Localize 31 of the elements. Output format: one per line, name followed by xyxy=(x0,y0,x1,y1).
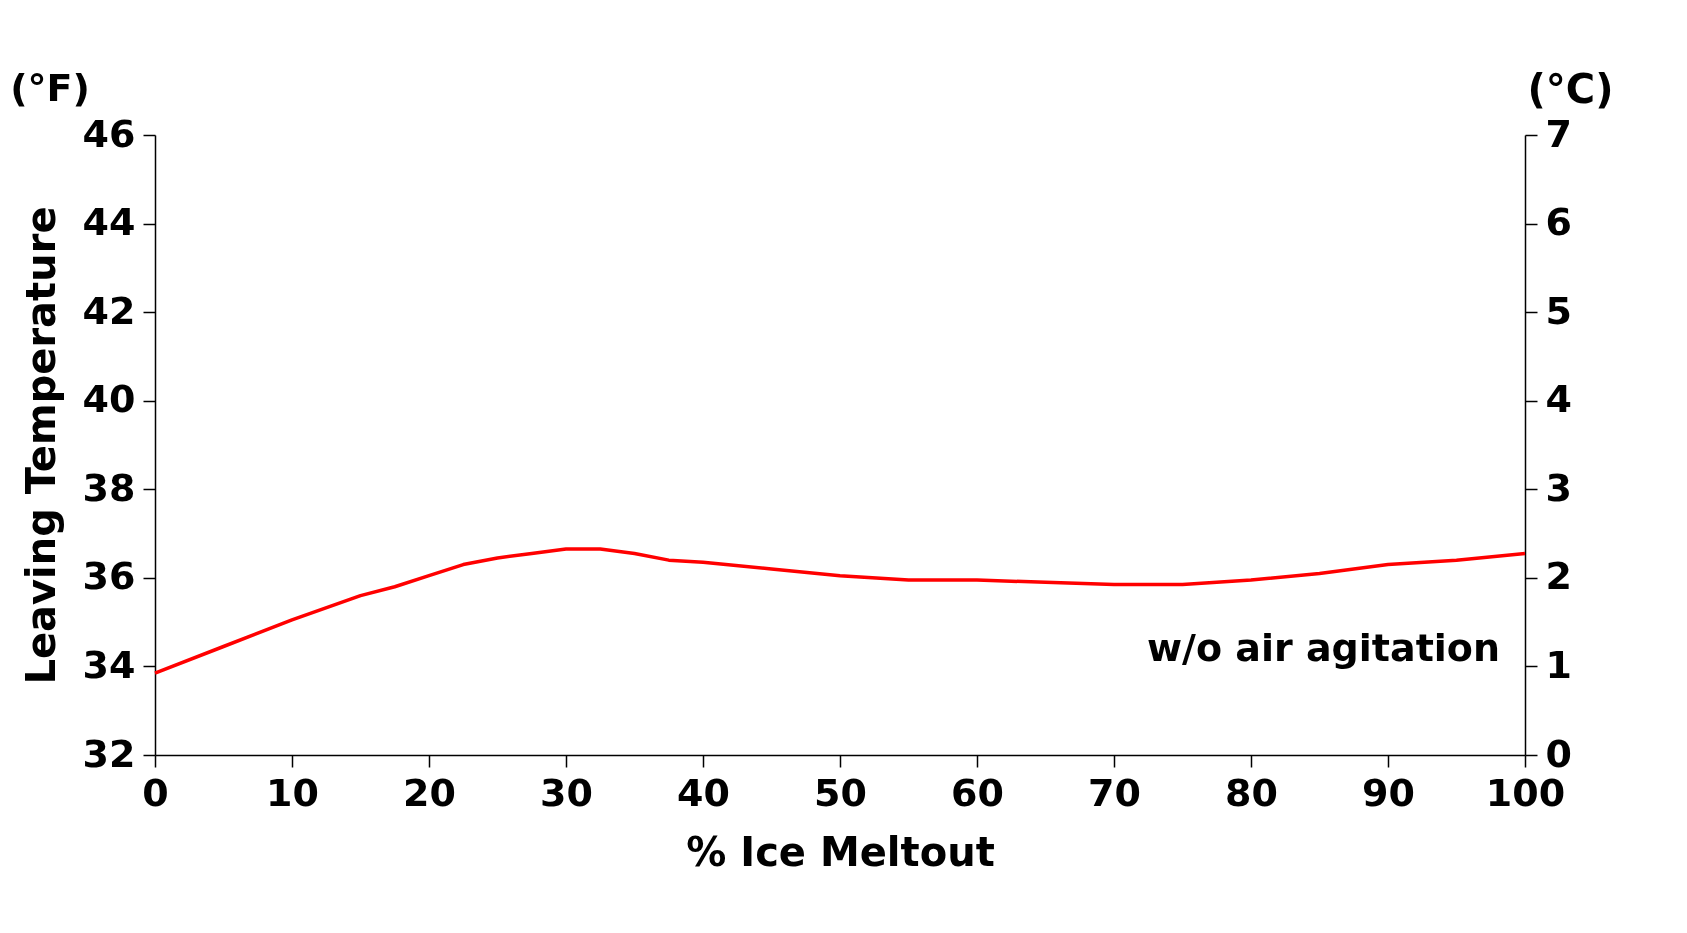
line-series xyxy=(153,547,1527,675)
y-tick-label: 40 xyxy=(82,377,136,422)
x-tick-label: 70 xyxy=(1088,770,1141,815)
x-tick-label: 0 xyxy=(142,770,169,815)
y2-tick-label: 6 xyxy=(1545,200,1572,245)
x-tick-label: 50 xyxy=(814,770,867,815)
series-label: w/o air agitation xyxy=(1147,625,1500,670)
x-tick-label: 20 xyxy=(403,770,456,815)
x-tick-label: 60 xyxy=(951,770,1004,815)
y2-tick-label: 4 xyxy=(1545,377,1572,422)
y-tick-label: 36 xyxy=(82,554,136,599)
x-tick-label: 80 xyxy=(1225,770,1278,815)
y-tick-label: 34 xyxy=(82,642,136,687)
y-tick-label: 46 xyxy=(82,111,136,156)
x-tick-label: 90 xyxy=(1362,770,1415,815)
x-axis-title: % Ice Meltout xyxy=(686,828,995,875)
y-tick-label: 42 xyxy=(82,288,136,333)
text: (°F) xyxy=(10,66,90,110)
y2-tick-label: 1 xyxy=(1545,642,1572,687)
x-tick-label: 10 xyxy=(266,770,319,815)
y2-tick-label: 5 xyxy=(1545,288,1572,333)
y-tick-label: 32 xyxy=(82,731,136,776)
y-axis-title: Leaving Temperature xyxy=(17,206,64,685)
y-tick-label: 38 xyxy=(82,465,136,510)
x-tick-label: 40 xyxy=(677,770,730,815)
y2-tick-label: 2 xyxy=(1545,554,1572,599)
y2-tick-label: 7 xyxy=(1545,111,1572,156)
y-tick-label: 44 xyxy=(82,200,136,245)
x-tick-label: 30 xyxy=(540,770,593,815)
y2-tick-label: 3 xyxy=(1545,465,1572,510)
y2-axis-title: (°C) xyxy=(1527,65,1614,112)
